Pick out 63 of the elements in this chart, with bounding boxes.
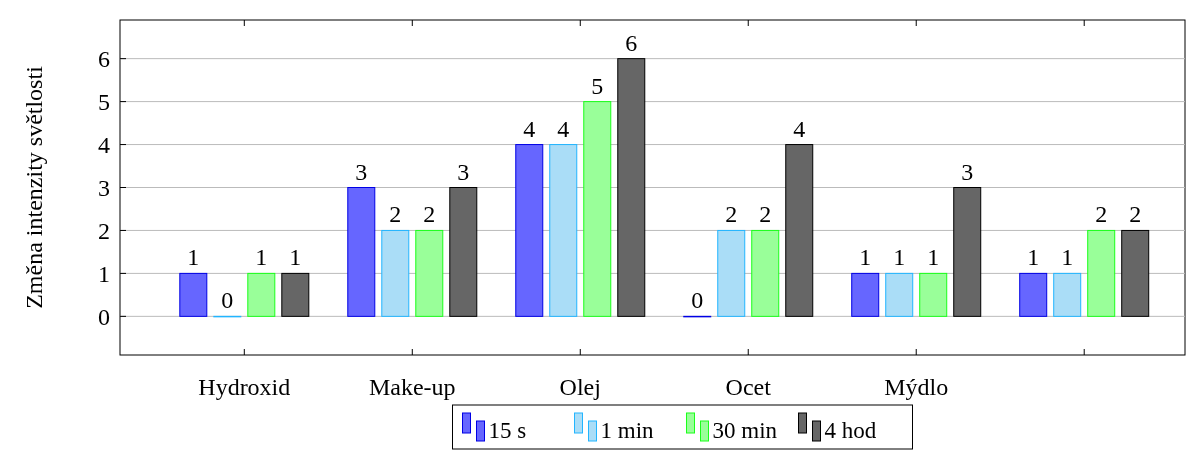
bar — [851, 272, 880, 317]
bar — [381, 229, 410, 317]
legend-label: 1 min — [600, 418, 655, 443]
bar — [717, 229, 746, 317]
y-axis-title: Změna intenzity světlosti — [21, 65, 47, 309]
bar — [785, 144, 814, 317]
bar — [179, 272, 208, 317]
bar — [281, 272, 310, 317]
bar — [515, 144, 544, 317]
bar — [449, 187, 478, 317]
data-label: 4 — [523, 115, 536, 142]
legend-label: 30 min — [712, 418, 778, 443]
data-label: 6 — [625, 29, 638, 56]
data-label: 4 — [793, 115, 806, 142]
data-label: 1 — [187, 244, 200, 271]
y-tick-label: 0 — [98, 303, 110, 330]
bar — [1053, 272, 1082, 317]
data-label: 1 — [927, 244, 940, 271]
data-label: 2 — [759, 201, 772, 228]
bar — [885, 272, 914, 317]
data-label: 2 — [389, 201, 402, 228]
bar — [617, 58, 646, 317]
legend-label: 4 hod — [824, 418, 877, 443]
y-tick-label: 1 — [98, 260, 110, 287]
data-label: 1 — [893, 244, 906, 271]
data-label: 3 — [355, 158, 368, 185]
bar — [347, 187, 376, 317]
bar — [1019, 272, 1048, 317]
data-label: 3 — [961, 158, 974, 185]
y-tick-label: 6 — [98, 46, 110, 73]
legend-label: 15 s — [488, 418, 527, 443]
y-tick-label: 2 — [98, 217, 110, 244]
bar — [953, 187, 982, 317]
data-label: 4 — [557, 115, 570, 142]
bar — [415, 229, 444, 317]
bar — [549, 144, 578, 317]
data-label: 1 — [1027, 244, 1040, 271]
data-label: 1 — [859, 244, 872, 271]
y-tick-label: 3 — [98, 174, 110, 201]
x-tick-label: Hydroxid — [198, 374, 291, 400]
x-tick-label: Make-up — [368, 374, 456, 400]
bar — [1121, 229, 1150, 317]
y-tick-label: 5 — [98, 89, 110, 115]
data-label: 2 — [423, 201, 436, 228]
data-label: 2 — [1129, 201, 1142, 228]
data-label: 0 — [691, 287, 704, 314]
x-tick-label: Ocet — [725, 374, 772, 400]
bar — [247, 272, 276, 317]
x-tick-label: Olej — [559, 374, 601, 400]
data-label: 3 — [457, 158, 470, 185]
bar — [1087, 229, 1116, 317]
data-label: 1 — [255, 244, 268, 271]
data-label: 1 — [289, 244, 302, 271]
bar — [583, 101, 612, 317]
data-label: 2 — [1095, 201, 1108, 228]
bar — [919, 272, 948, 317]
data-label: 1 — [1061, 244, 1074, 271]
data-label: 0 — [221, 287, 234, 314]
bar — [751, 229, 780, 317]
data-label: 5 — [591, 72, 604, 99]
y-tick-label: 4 — [98, 131, 110, 158]
data-label: 2 — [725, 201, 738, 228]
x-tick-label: Mýdlo — [884, 374, 949, 400]
